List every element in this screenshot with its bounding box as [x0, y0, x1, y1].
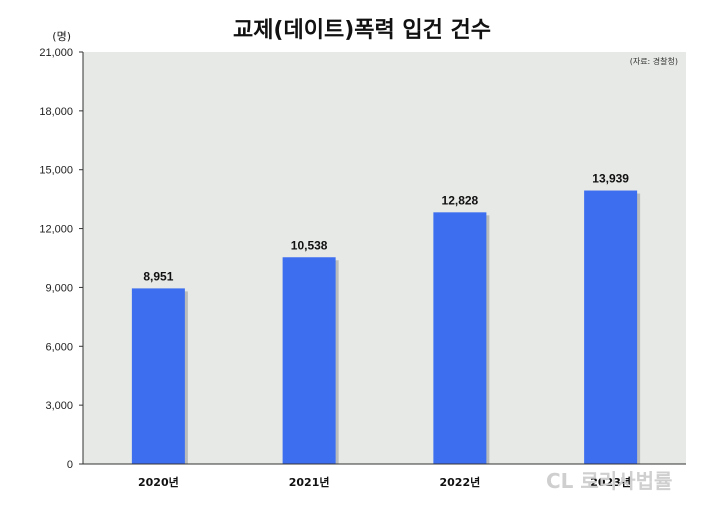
- y-tick-label: 0: [67, 459, 73, 471]
- y-axis-unit: (명): [52, 30, 71, 43]
- data-label: 13,939: [592, 172, 629, 186]
- y-tick-label: 3,000: [45, 400, 73, 412]
- data-label: 10,538: [291, 238, 328, 252]
- x-tick-label: 2020년: [138, 475, 179, 489]
- bar: [584, 190, 638, 464]
- x-tick-label: 2021년: [289, 475, 330, 489]
- chart-title: 교제(데이트)폭력 입건 건수: [232, 18, 492, 43]
- y-tick-label: 12,000: [39, 224, 73, 236]
- x-tick-label: 2023년: [590, 475, 631, 489]
- data-label: 8,951: [143, 269, 173, 283]
- y-tick-label: 21,000: [39, 47, 73, 59]
- y-tick-label: 15,000: [39, 165, 73, 177]
- watermark-logo: CL 로리사법률: [546, 469, 672, 493]
- y-tick-label: 18,000: [39, 106, 73, 118]
- y-tick-label: 6,000: [45, 341, 73, 353]
- bar: [131, 288, 185, 464]
- y-tick-label: 9,000: [45, 282, 73, 294]
- bar: [433, 212, 487, 464]
- bar: [282, 257, 336, 464]
- data-label: 12,828: [442, 193, 479, 207]
- x-tick-label: 2022년: [440, 475, 481, 489]
- source-note: (자료: 경찰청): [630, 56, 678, 66]
